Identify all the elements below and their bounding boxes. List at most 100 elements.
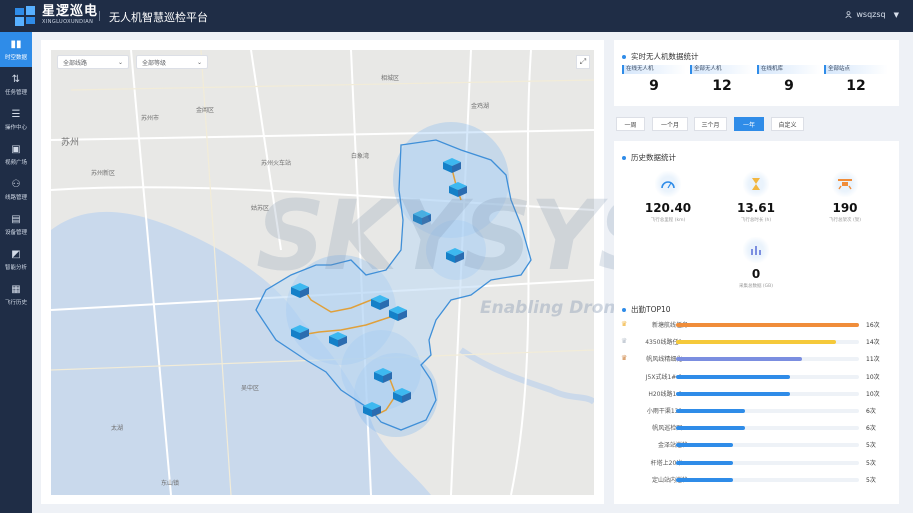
user-icon [845, 11, 852, 18]
task-icon: ⇅ [11, 73, 21, 85]
top10-count: 5次 [866, 459, 876, 467]
top10-name: 帆风线精细化... [646, 356, 688, 364]
top10-bar-track [676, 409, 859, 413]
top10-bar-track [676, 340, 859, 345]
top10-count: 5次 [866, 442, 876, 450]
top10-name: 小雨干渠131... [646, 408, 688, 415]
place-label: 相城区 [381, 74, 399, 82]
top10-bar-track [676, 391, 859, 396]
stat-label: 飞行总时长 (h) [740, 218, 772, 223]
chevron-down-icon: ⌄ [196, 58, 202, 66]
tab-year[interactable]: 一年 [734, 117, 764, 131]
top10-row: 小雨干渠131... 6次 [614, 403, 894, 419]
sidebar-item-label: 线路管理 [4, 194, 27, 201]
map-view[interactable]: 苏州 苏州市 苏州新区 金阊区 苏州火车站 白象湾 金鸡湖 相城区 姑苏区 吴中… [51, 50, 594, 495]
place-label: 金阊区 [196, 106, 214, 114]
river [459, 347, 594, 405]
sidebar-item-label: 时空数据 [4, 54, 27, 61]
tab-custom[interactable]: 自定义 [771, 117, 804, 131]
stat-all-sites: 全部站点 12 [824, 65, 888, 94]
top10-name: 帆风巡检图... [652, 425, 688, 433]
line-select[interactable]: 全部线路 ⌄ [57, 55, 129, 69]
top10-count: 6次 [866, 425, 876, 433]
database-icon [743, 237, 769, 263]
sidebar-item[interactable]: ⚇ 线路管理 [0, 172, 32, 207]
sidebar-item[interactable]: ▣ 视频广场 [0, 137, 32, 172]
stat-flight-duration: 13.61 飞行总时长 (h) [714, 171, 798, 223]
top10-bar [676, 340, 837, 345]
top10-count: 10次 [866, 390, 880, 398]
place-label: 姑苏区 [251, 204, 269, 212]
top10-bar-track [676, 323, 859, 327]
sidebar-item-label: 操作中心 [4, 124, 27, 131]
top10-name: 4350线路任1... [645, 339, 688, 347]
stat-label: 在线无人机 [622, 65, 686, 74]
tab-month[interactable]: 一个月 [652, 117, 688, 131]
top10-bar [676, 409, 745, 413]
stat-data-collected: 0 采集总数据 (GB) [714, 237, 798, 289]
tab-three-months[interactable]: 三个月 [694, 117, 727, 131]
top10-row: ♛ 新塘航线任务 16次 [614, 317, 894, 333]
top10-name: 定山站内巡检 [651, 476, 688, 484]
top10-bar-track [676, 426, 859, 431]
speedometer-icon [655, 171, 681, 197]
sidebar-item[interactable]: ▮▮ 时空数据 [0, 32, 32, 67]
sidebar-item-label: 视频广场 [4, 159, 27, 166]
place-label: 苏州 [61, 136, 79, 148]
caret-down-icon: ▼ [893, 10, 899, 19]
video-icon: ▣ [11, 143, 21, 155]
level-select[interactable]: 全部等级 ⌄ [136, 55, 208, 69]
stat-value: 12 [846, 78, 866, 94]
stat-label: 全部无人机 [690, 65, 754, 74]
top10-bar [676, 357, 802, 362]
top10-row: ♛ 4350线路任1... 14次 [614, 334, 894, 350]
top10-name: 新塘航线任务 [651, 322, 688, 329]
stat-label: 飞行总架次 (架) [829, 218, 861, 223]
top10-bar-track [676, 443, 859, 448]
medal-icon: ♛ [621, 320, 628, 328]
drone-icon [832, 171, 858, 197]
sidebar-item[interactable]: ▦ 飞行历史 [0, 277, 32, 312]
top10-bar [676, 426, 745, 431]
top10-count: 14次 [866, 339, 880, 347]
username: wsqzsq [856, 10, 886, 19]
top10-bar [676, 477, 734, 482]
top10-name: 杆塔上20米... [650, 459, 688, 467]
stat-flight-sorties: 190 飞行总架次 (架) [803, 171, 887, 223]
tab-week[interactable]: 一周 [616, 117, 645, 131]
top10-bar [676, 323, 859, 327]
stat-online-drones: 在线无人机 9 [622, 65, 686, 94]
chevron-down-icon: ⌄ [117, 58, 123, 66]
stat-value: 190 [832, 201, 858, 215]
bullet-dot [622, 54, 626, 59]
stat-label: 全部站点 [824, 65, 888, 74]
top-bar: 星逻巡电 XINGLUOXUNDIAN 无人机智慧巡检平台 wsqzsq ▼ [0, 0, 913, 32]
stat-value: 0 [751, 267, 761, 281]
history-icon: ▦ [11, 283, 21, 295]
lake-area [51, 211, 431, 495]
sidebar-item-label: 飞行历史 [4, 299, 27, 306]
top10-row: ♛ 帆风线精细化... 11次 [614, 351, 894, 367]
fullscreen-button[interactable]: ⤢ [576, 55, 590, 69]
place-label: 吴中区 [241, 384, 259, 392]
sidebar: ▮▮ 时空数据 ⇅ 任务管理 ☰ 操作中心 ▣ 视频广场 ⚇ 线路管理 ▤ 设备管理 ◩ 智能分析 ▦ 飞行历… [0, 32, 32, 513]
stat-all-drones: 全部无人机 12 [690, 65, 754, 94]
top10-name: 金泽站巡检 [657, 442, 688, 450]
top10-bar-track [676, 477, 859, 482]
sidebar-item[interactable]: ▤ 设备管理 [0, 207, 32, 242]
top10-row: H20线路1-1... 10次 [614, 386, 894, 402]
place-label: 苏州新区 [91, 169, 115, 177]
sidebar-item[interactable]: ⇅ 任务管理 [0, 67, 32, 102]
bar-chart-icon: ▮▮ [10, 38, 22, 50]
top10-row: 杆塔上20米... 5次 [614, 455, 894, 471]
sidebar-item[interactable]: ◩ 智能分析 [0, 242, 32, 277]
user-menu[interactable]: wsqzsq ▼ [845, 10, 899, 19]
bullet-dot [622, 155, 626, 160]
stat-value: 9 [649, 78, 659, 94]
line-select-value: 全部线路 [63, 59, 88, 67]
stat-online-hangars: 在线机库 9 [757, 65, 821, 94]
stat-value: 9 [784, 78, 794, 94]
top10-bar-track [676, 374, 859, 379]
brand-pinyin: XINGLUOXUNDIAN [42, 19, 94, 25]
sidebar-item[interactable]: ☰ 操作中心 [0, 102, 32, 137]
